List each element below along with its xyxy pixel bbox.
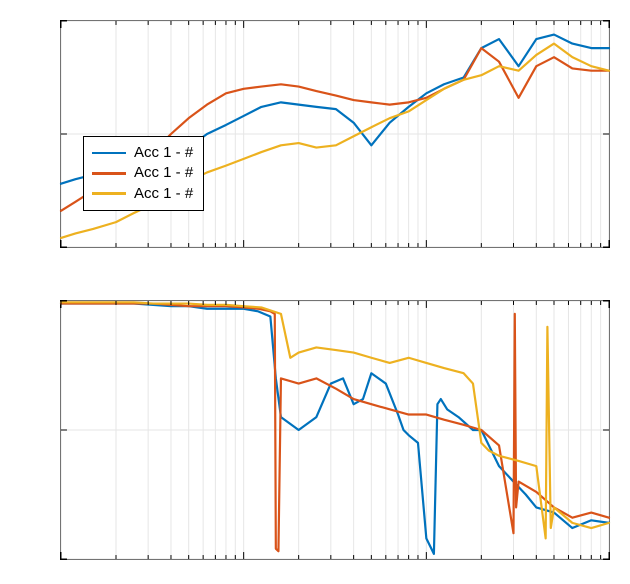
plot-area-bottom — [60, 300, 610, 560]
plot-area-top: Acc 1 - # Acc 1 - # Acc 1 - # — [60, 20, 610, 248]
legend-label: Acc 1 - # — [134, 184, 193, 204]
legend-label: Acc 1 - # — [134, 163, 193, 183]
chart-top: Acc 1 - # Acc 1 - # Acc 1 - # — [60, 20, 610, 248]
legend-swatch — [92, 172, 126, 175]
chart-bottom — [60, 300, 610, 560]
legend-item: Acc 1 - # — [92, 184, 193, 204]
legend: Acc 1 - # Acc 1 - # Acc 1 - # — [83, 136, 204, 211]
grid-and-series-top — [61, 21, 609, 247]
legend-swatch — [92, 152, 126, 155]
legend-item: Acc 1 - # — [92, 163, 193, 183]
legend-swatch — [92, 192, 126, 195]
legend-label: Acc 1 - # — [134, 143, 193, 163]
grid-and-series-bottom — [61, 301, 609, 559]
legend-item: Acc 1 - # — [92, 143, 193, 163]
